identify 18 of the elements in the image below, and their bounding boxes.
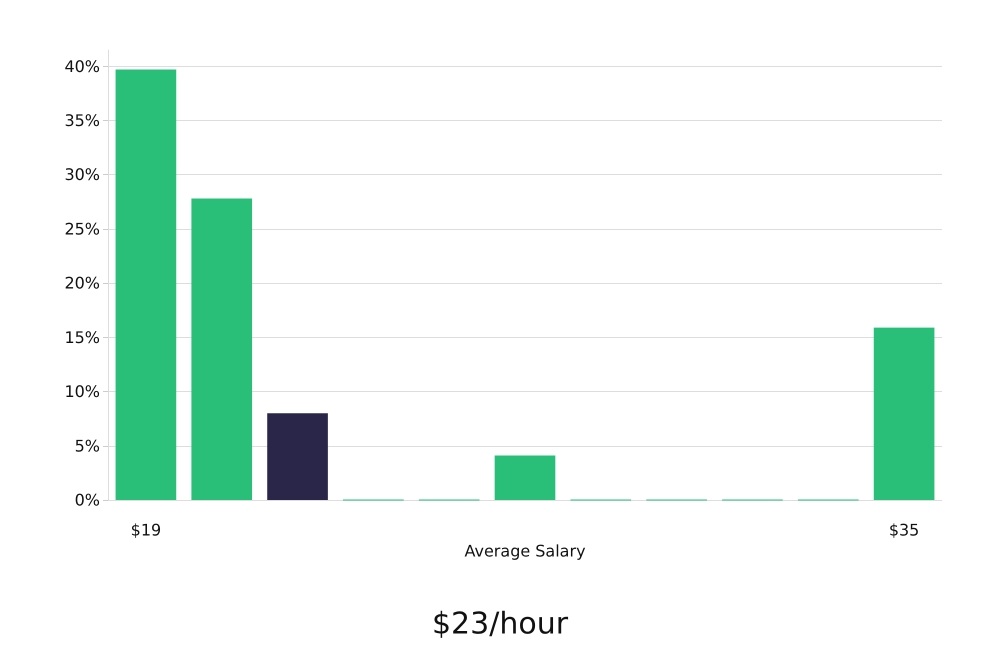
y-tick-label: 5%	[74, 436, 100, 456]
x-axis-title: Average Salary	[464, 541, 586, 560]
y-tick-label: 30%	[64, 165, 100, 184]
y-tick-label: 35%	[64, 110, 100, 130]
bar	[267, 413, 328, 500]
y-tick-label: 0%	[74, 490, 100, 510]
y-tick-label: 15%	[64, 328, 100, 347]
x-tick-label: $35	[888, 520, 920, 540]
x-tick-label: $19	[130, 520, 162, 540]
y-tick-label: 20%	[64, 274, 100, 293]
text: $23/hour	[432, 606, 569, 642]
y-tick-label: 40%	[64, 56, 100, 76]
y-tick-label: 25%	[64, 219, 100, 238]
bar	[116, 70, 176, 500]
bar	[191, 198, 252, 500]
bar	[874, 328, 934, 500]
y-tick-label: 10%	[64, 382, 100, 402]
bar	[494, 456, 556, 500]
